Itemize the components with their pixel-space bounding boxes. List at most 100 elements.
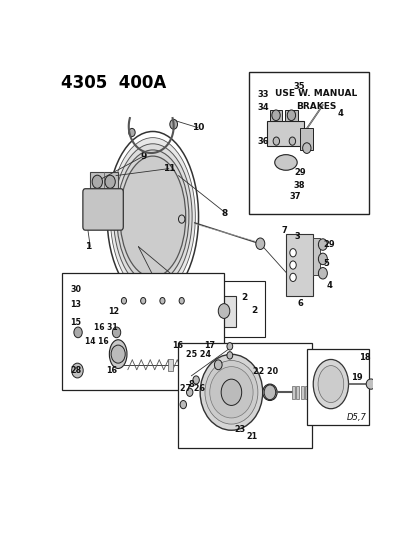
Text: 5: 5 [322,259,328,268]
Circle shape [288,137,295,145]
Text: 8: 8 [221,209,228,218]
Text: 33: 33 [256,90,268,99]
Circle shape [85,197,90,204]
Bar [375,379,377,390]
Bar [291,386,294,399]
Text: 8: 8 [188,379,194,389]
Circle shape [179,297,184,304]
FancyBboxPatch shape [80,307,111,324]
Text: 16: 16 [172,342,183,350]
Circle shape [92,220,98,228]
Bar [285,235,313,296]
Circle shape [289,248,296,257]
Text: 23: 23 [233,425,244,434]
Bar [197,281,264,337]
Text: 9: 9 [140,152,146,161]
Text: 15: 15 [70,318,81,327]
Circle shape [318,239,327,251]
Text: 3: 3 [294,232,299,241]
Bar [269,110,281,120]
Circle shape [263,385,275,400]
Ellipse shape [120,156,185,277]
Text: 10: 10 [191,123,204,132]
Text: 30: 30 [70,285,81,294]
Text: 12: 12 [107,306,119,316]
Bar [285,110,297,120]
Text: 4: 4 [325,281,331,290]
Circle shape [92,175,102,188]
Text: 17: 17 [204,342,215,350]
Text: 36: 36 [256,138,268,147]
Ellipse shape [199,354,262,430]
Circle shape [318,268,327,279]
Bar [379,379,381,390]
FancyBboxPatch shape [80,322,114,335]
Ellipse shape [313,359,348,409]
Circle shape [289,273,296,281]
Circle shape [318,253,327,265]
Circle shape [107,220,112,228]
Circle shape [218,304,229,318]
Text: 2: 2 [240,293,247,302]
Text: 13: 13 [70,300,81,309]
Bar [313,238,319,276]
Text: 28: 28 [70,366,81,375]
Bar [306,349,368,425]
Text: 35: 35 [292,82,304,91]
Text: 11: 11 [162,164,175,173]
Circle shape [226,343,232,350]
Circle shape [186,388,192,397]
Circle shape [159,297,165,304]
Ellipse shape [262,384,276,400]
Circle shape [226,352,232,359]
Bar [193,359,198,370]
Ellipse shape [109,340,127,368]
Bar [304,386,307,399]
Text: D5,7: D5,7 [345,413,365,422]
Circle shape [85,213,90,220]
Circle shape [105,175,115,188]
Circle shape [112,327,121,338]
Circle shape [128,128,135,136]
Text: 16: 16 [106,366,117,375]
Ellipse shape [366,379,375,389]
Circle shape [214,360,222,370]
Bar [249,72,368,214]
Circle shape [221,379,241,406]
Bar [386,379,389,390]
Circle shape [169,119,177,129]
Circle shape [289,261,296,269]
Circle shape [71,363,83,378]
Circle shape [302,143,310,154]
Circle shape [178,215,185,223]
Text: 4: 4 [337,109,343,118]
Circle shape [271,110,280,120]
Text: 27 26: 27 26 [180,384,204,393]
Text: BRAKES: BRAKES [296,102,336,111]
Bar [382,379,385,390]
Ellipse shape [116,150,188,284]
Text: 7: 7 [281,225,287,235]
Text: 4305  400A: 4305 400A [61,74,166,92]
FancyBboxPatch shape [78,284,115,308]
Text: 6: 6 [297,298,303,308]
Circle shape [111,345,125,363]
Bar [300,127,313,150]
Circle shape [255,238,264,249]
Text: 25 24: 25 24 [186,350,211,359]
Text: 37: 37 [289,192,301,201]
Bar [266,120,303,146]
Text: 21: 21 [246,432,257,441]
Circle shape [287,110,295,120]
Circle shape [121,297,126,304]
Bar [178,343,311,448]
Bar [168,359,172,370]
Text: 34: 34 [256,102,268,111]
Text: 29: 29 [323,240,334,249]
Circle shape [74,327,82,338]
Bar [300,386,303,399]
Text: USE W. MANUAL: USE W. MANUAL [275,89,357,98]
Circle shape [140,297,145,304]
Text: 14 16: 14 16 [85,337,109,346]
Text: 29: 29 [294,168,306,177]
